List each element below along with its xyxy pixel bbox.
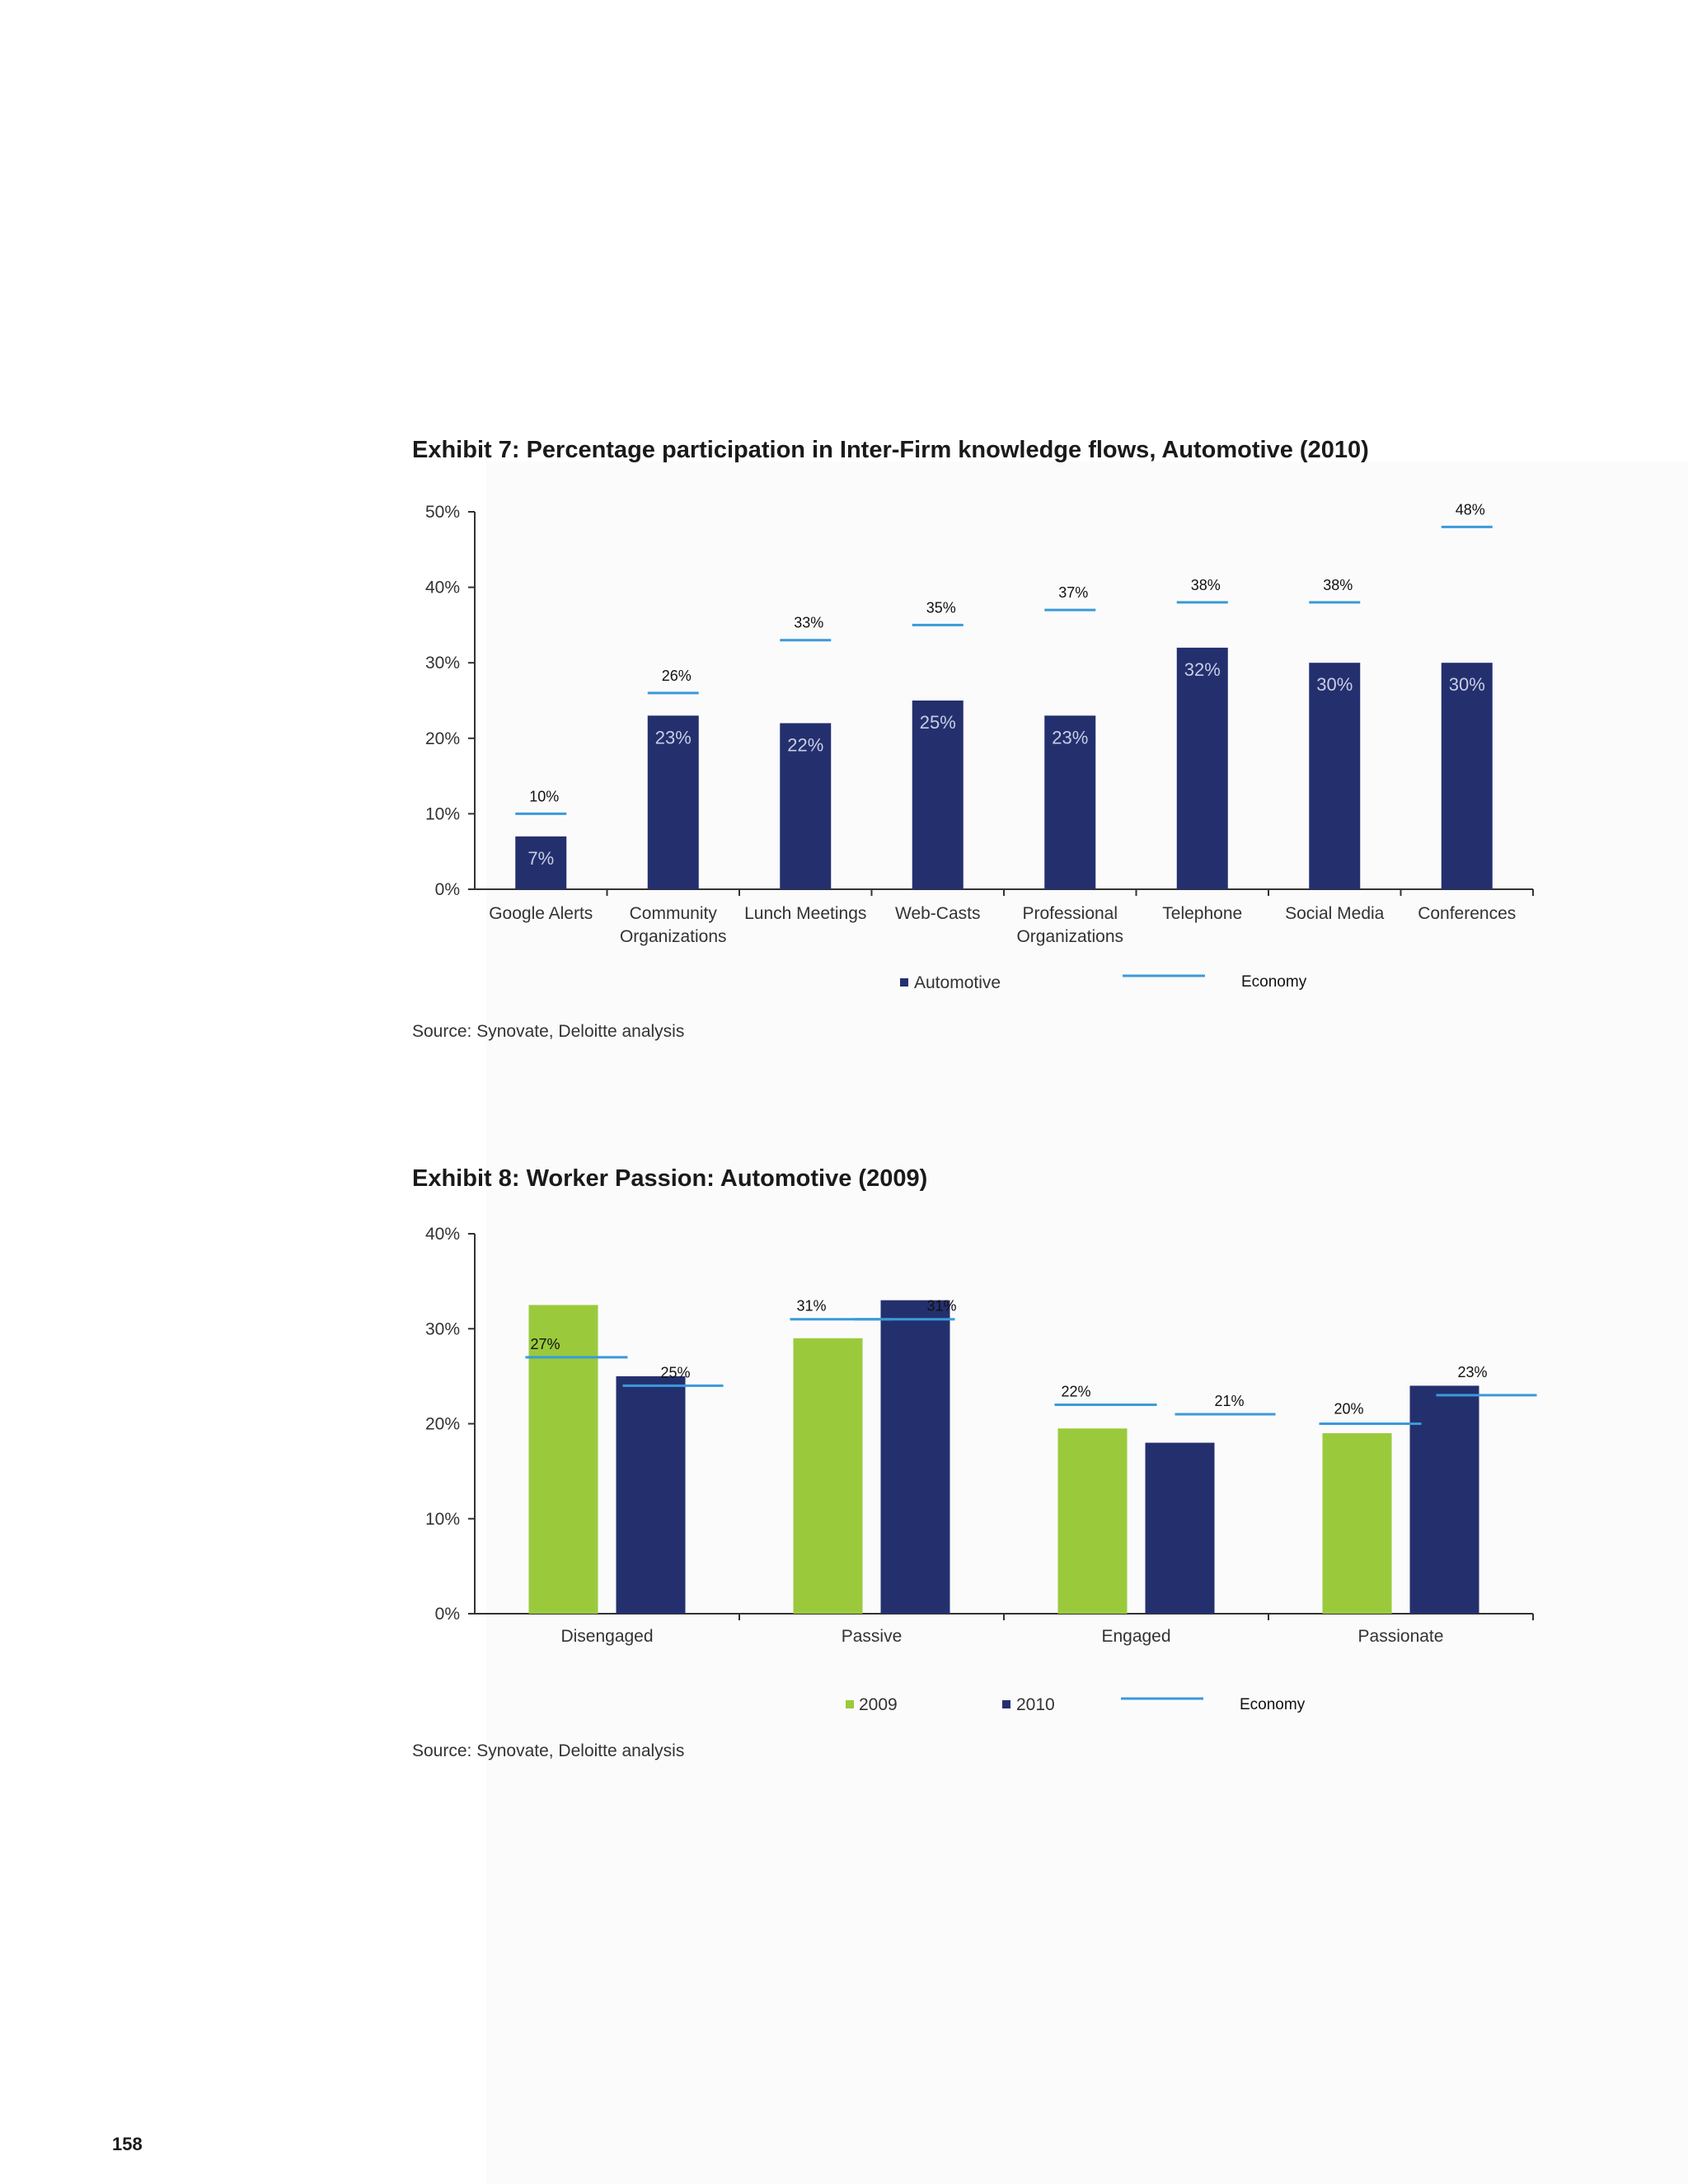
y-tick-label: 30% <box>425 1319 460 1338</box>
y-tick-label: 30% <box>425 654 460 673</box>
legend-swatch-2009 <box>846 1700 854 1708</box>
legend-label-2010: 2010 <box>1016 1695 1055 1714</box>
economy-value-label-2009: 31% <box>796 1298 826 1315</box>
economy-value-label-2010: 21% <box>1214 1393 1244 1409</box>
y-tick-label: 40% <box>425 579 460 598</box>
bar-2010 <box>1145 1442 1215 1614</box>
bar-2010 <box>1409 1385 1479 1614</box>
y-tick-label: 0% <box>435 1605 460 1624</box>
y-tick-label: 10% <box>425 1510 460 1529</box>
economy-value-label: 26% <box>662 668 692 684</box>
legend-label-economy: Economy <box>1240 1696 1306 1713</box>
category-label: Passive <box>842 1627 903 1646</box>
y-tick-label: 20% <box>425 1415 460 1434</box>
category-label: Telephone <box>1162 904 1242 923</box>
category-label: Social Media <box>1285 904 1385 923</box>
bar-value-label: 30% <box>1449 674 1485 695</box>
category-label: Organizations <box>620 927 727 946</box>
legend-label-automotive: Automotive <box>914 973 1001 992</box>
bar-automotive <box>515 836 567 889</box>
economy-value-label: 38% <box>1191 577 1221 593</box>
economy-value-label: 37% <box>1058 584 1088 601</box>
exhibit7-title: Exhibit 7: Percentage participation in I… <box>412 437 1369 463</box>
category-label: Lunch Meetings <box>744 904 866 923</box>
economy-value-label: 38% <box>1323 577 1353 593</box>
category-label: Disengaged <box>560 1627 653 1646</box>
economy-value-label-2009: 22% <box>1061 1383 1090 1399</box>
bar-value-label: 32% <box>1184 659 1221 680</box>
exhibit8-source: Source: Synovate, Deloitte analysis <box>412 1741 685 1760</box>
category-label: Organizations <box>1016 927 1123 946</box>
exhibit7-source: Source: Synovate, Deloitte analysis <box>412 1022 685 1041</box>
bar-automotive <box>1176 647 1228 889</box>
economy-value-label: 48% <box>1456 501 1485 518</box>
economy-value-label-2009: 27% <box>530 1336 560 1352</box>
legend-label-economy: Economy <box>1241 973 1307 991</box>
bar-automotive <box>647 715 699 889</box>
exhibit8-title: Exhibit 8: Worker Passion: Automotive (2… <box>412 1165 928 1192</box>
bar-automotive <box>780 723 832 889</box>
bar-2009 <box>793 1338 863 1614</box>
legend-label-2009: 2009 <box>859 1695 898 1714</box>
category-label: Passionate <box>1358 1627 1444 1646</box>
legend-swatch-automotive <box>900 978 908 987</box>
bar-2010 <box>880 1300 950 1614</box>
bar-automotive <box>1044 715 1096 889</box>
bar-automotive <box>912 701 964 889</box>
economy-value-label: 35% <box>926 599 956 616</box>
category-label: Web-Casts <box>895 904 980 923</box>
bar-automotive <box>1441 663 1493 889</box>
economy-value-label-2010: 31% <box>926 1298 956 1315</box>
y-tick-label: 50% <box>425 503 460 522</box>
y-tick-label: 20% <box>425 729 460 748</box>
bar-automotive <box>1309 663 1361 889</box>
page-number: 158 <box>112 2134 143 2154</box>
y-tick-label: 40% <box>425 1225 460 1244</box>
economy-value-label-2009: 20% <box>1334 1401 1363 1418</box>
economy-value-label: 10% <box>529 788 559 804</box>
bar-2010 <box>616 1376 686 1614</box>
bar-value-label: 30% <box>1316 674 1353 695</box>
y-tick-label: 0% <box>435 880 460 899</box>
bar-value-label: 23% <box>1052 727 1088 748</box>
y-tick-label: 10% <box>425 804 460 823</box>
bar-value-label: 23% <box>655 727 692 748</box>
bar-value-label: 7% <box>528 848 554 869</box>
bar-2009 <box>1322 1433 1392 1614</box>
category-label: Community <box>630 904 718 923</box>
economy-value-label-2010: 25% <box>660 1364 690 1380</box>
bar-value-label: 22% <box>787 734 823 755</box>
bar-value-label: 25% <box>920 712 956 733</box>
category-label: Professional <box>1022 904 1118 923</box>
bar-2009 <box>1057 1428 1128 1614</box>
economy-value-label-2010: 23% <box>1457 1364 1487 1380</box>
category-label: Conferences <box>1418 904 1516 923</box>
category-label: Engaged <box>1101 1627 1170 1646</box>
economy-value-label: 33% <box>794 615 823 631</box>
category-label: Google Alerts <box>489 904 593 923</box>
legend-swatch-2010 <box>1002 1700 1010 1708</box>
